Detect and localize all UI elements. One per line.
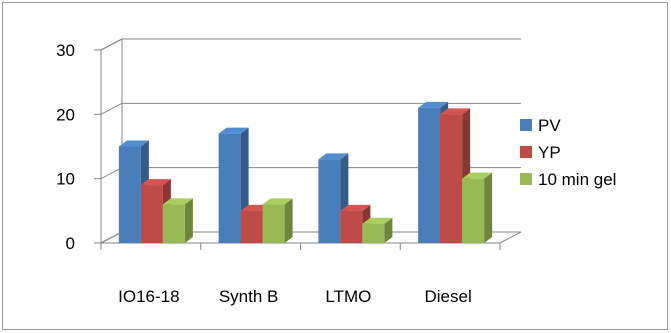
x-tick-label: Synth B: [219, 287, 279, 306]
bar-top: [440, 108, 471, 115]
gridline-side: [100, 38, 123, 51]
bar-top: [218, 127, 249, 134]
x-tick-label: IO16-18: [118, 287, 179, 306]
gridline-side: [100, 231, 123, 244]
bar-top: [462, 172, 493, 179]
x-tick-label: Diesel: [425, 287, 472, 306]
legend-label: 10 min gel: [538, 170, 616, 189]
y-tick-label: 10: [56, 170, 75, 189]
bar-yp: [140, 185, 163, 243]
y-tick-label: 20: [56, 105, 75, 124]
bar-pv: [318, 159, 341, 243]
y-tick-label: 30: [56, 41, 75, 60]
bar-pv: [418, 107, 441, 244]
bar-top: [140, 179, 171, 186]
bar-10-min-gel: [262, 204, 285, 243]
bar-yp: [340, 210, 363, 243]
bar-pv: [218, 133, 241, 243]
bar-yp: [440, 114, 463, 243]
bar-pv: [118, 146, 141, 243]
legend-swatch: [520, 173, 532, 185]
bar-side: [284, 198, 293, 243]
bar-side: [484, 172, 493, 243]
bar-side: [384, 217, 393, 243]
bar-side: [184, 198, 193, 243]
bar-top: [162, 198, 193, 205]
legend-swatch: [520, 119, 532, 131]
bar-top: [262, 198, 293, 205]
gridline-side: [100, 167, 123, 180]
y-tick-label: 0: [66, 234, 75, 253]
bar-top: [340, 204, 371, 211]
legend-label: PV: [538, 116, 561, 135]
side-wall: [100, 38, 123, 244]
bar-10-min-gel: [462, 178, 485, 243]
bar-yp: [240, 210, 263, 243]
bar-top: [362, 217, 393, 224]
bar-top: [118, 140, 149, 147]
bar-top: [418, 101, 449, 108]
legend-swatch: [520, 146, 532, 158]
legend-label: YP: [538, 143, 561, 162]
bar-10-min-gel: [162, 204, 185, 243]
x-tick-label: LTMO: [325, 287, 371, 306]
bar-top: [318, 153, 349, 160]
gridline-side: [100, 102, 123, 115]
bar-10-min-gel: [362, 223, 385, 243]
